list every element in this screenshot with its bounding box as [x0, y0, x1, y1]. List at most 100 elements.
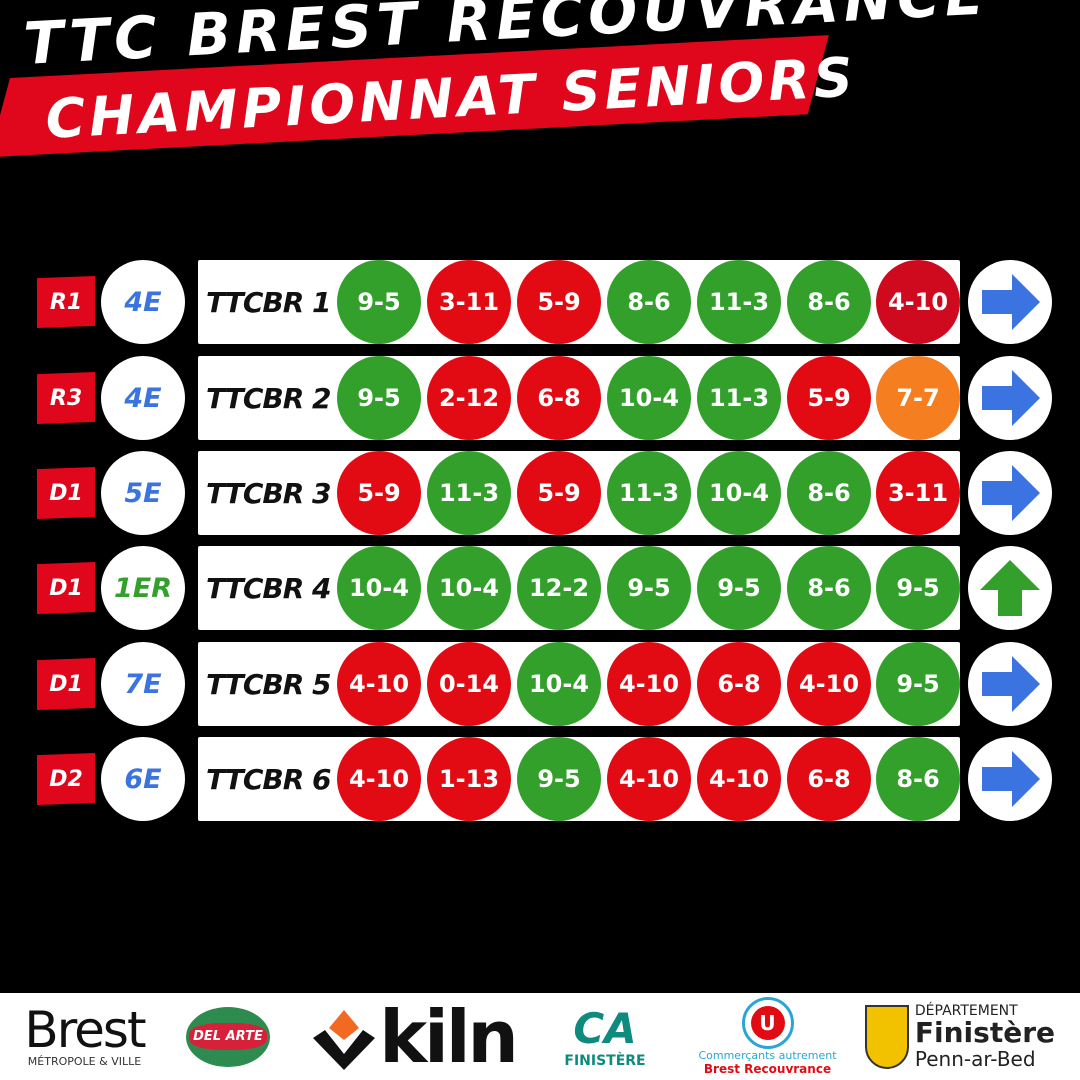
logo-u-text: U	[750, 1006, 785, 1040]
match-score-win: 11-3	[427, 451, 511, 535]
logo-delarte-text: DEL ARTE	[189, 1023, 267, 1050]
score-label: 11-3	[708, 288, 770, 316]
score-label: 12-2	[528, 574, 590, 602]
logo-kiln-text: kiln	[379, 994, 518, 1079]
team-name: TTCBR 3	[206, 476, 332, 510]
finistere-crest-icon	[865, 1004, 909, 1069]
score-label: 3-11	[438, 288, 500, 316]
rank-circle: 1ER	[101, 546, 185, 630]
match-score-win: 9-5	[607, 546, 691, 630]
match-score-win: 11-3	[607, 451, 691, 535]
match-score-win: 10-4	[337, 546, 421, 630]
match-score-loss: 5-9	[787, 356, 871, 440]
score-label: 9-5	[357, 384, 401, 412]
match-score-win: 8-6	[787, 546, 871, 630]
match-score-loss: 4-10	[876, 260, 960, 344]
score-label: 8-6	[807, 479, 851, 507]
score-label: 0-14	[438, 670, 500, 698]
team-name: TTCBR 4	[206, 571, 332, 605]
score-label: 9-5	[357, 288, 401, 316]
team-name: TTCBR 1	[206, 285, 332, 319]
logo-finistere-sub: Penn-ar-Bed	[914, 1046, 1036, 1071]
logo-brest: Brest MÉTROPOLE & VILLE	[12, 993, 157, 1080]
score-label: 9-5	[627, 574, 671, 602]
team-row: D1 7E TTCBR 5 4-10 0-14 10-4 4-10 6-8 4-10 9-5	[0, 641, 1080, 727]
rank-label: 1ER	[113, 572, 173, 604]
right-arrow-icon	[968, 642, 1052, 726]
match-score-win: 8-6	[787, 451, 871, 535]
score-label: 6-8	[807, 765, 851, 793]
logo-systeme-u: U Commerçants autrement Brest Recouvranc…	[690, 993, 845, 1080]
score-label: 6-8	[717, 670, 761, 698]
score-label: 5-9	[357, 479, 401, 507]
team-name: TTCBR 5	[206, 667, 332, 701]
score-label: 8-6	[896, 765, 940, 793]
logo-u-sub2: Brest Recouvrance	[703, 1062, 832, 1076]
division-badge: R3	[37, 372, 95, 424]
match-score-loss: 3-11	[876, 451, 960, 535]
score-label: 3-11	[887, 479, 949, 507]
match-score-win: 10-4	[427, 546, 511, 630]
score-label: 10-4	[708, 479, 770, 507]
match-score-loss: 3-11	[427, 260, 511, 344]
match-score-loss: 2-12	[427, 356, 511, 440]
team-row: R3 4E TTCBR 2 9-5 2-12 6-8 10-4 11-3 5-9 7-7	[0, 355, 1080, 441]
logo-ca-text: CA	[573, 1003, 637, 1053]
score-label: 4-10	[618, 765, 680, 793]
match-score-win: 9-5	[876, 546, 960, 630]
right-arrow-icon	[968, 451, 1052, 535]
match-score-win: 10-4	[607, 356, 691, 440]
score-label: 8-6	[807, 574, 851, 602]
rank-circle: 6E	[101, 737, 185, 821]
logo-finistere: DÉPARTEMENT Finistère Penn-ar-Bed	[865, 993, 1055, 1080]
match-score-win: 9-5	[337, 356, 421, 440]
score-label: 11-3	[708, 384, 770, 412]
team-name: TTCBR 2	[206, 381, 332, 415]
logo-finistere-top: DÉPARTEMENT	[914, 1002, 1018, 1019]
score-label: 10-4	[348, 574, 410, 602]
match-score-win: 10-4	[517, 642, 601, 726]
right-arrow-icon	[968, 260, 1052, 344]
score-label: 8-6	[807, 288, 851, 316]
match-score-loss: 5-9	[337, 451, 421, 535]
score-label: 10-4	[528, 670, 590, 698]
division-badge: D2	[37, 753, 95, 805]
score-label: 7-7	[896, 384, 940, 412]
rank-circle: 4E	[101, 260, 185, 344]
division-badge: D1	[37, 658, 95, 710]
match-score-draw: 7-7	[876, 356, 960, 440]
match-score-win: 8-6	[607, 260, 691, 344]
score-label: 11-3	[438, 479, 500, 507]
rank-label: 6E	[124, 763, 162, 795]
match-score-loss: 5-9	[517, 451, 601, 535]
team-row: D1 5E TTCBR 3 5-9 11-3 5-9 11-3 10-4 8-6 3-11	[0, 450, 1080, 536]
score-label: 4-10	[348, 670, 410, 698]
division-badge: R1	[37, 276, 95, 328]
team-row: D1 1ER TTCBR 4 10-4 10-4 12-2 9-5 9-5 8-6 9-5	[0, 545, 1080, 631]
score-label: 2-12	[438, 384, 500, 412]
rank-circle: 4E	[101, 356, 185, 440]
logo-kiln: kiln	[305, 993, 520, 1080]
sponsor-bar: Brest MÉTROPOLE & VILLE DEL ARTE kiln CA…	[0, 993, 1080, 1080]
match-score-loss: 4-10	[337, 642, 421, 726]
rank-circle: 7E	[101, 642, 185, 726]
score-label: 4-10	[887, 288, 949, 316]
score-label: 9-5	[896, 574, 940, 602]
match-score-loss: 1-13	[427, 737, 511, 821]
match-score-loss: 6-8	[787, 737, 871, 821]
match-score-loss: 4-10	[697, 737, 781, 821]
logo-credit-agricole: CA FINISTÈRE	[550, 993, 660, 1080]
score-label: 9-5	[896, 670, 940, 698]
logo-ca-sub: FINISTÈRE	[564, 1052, 646, 1069]
score-label: 8-6	[627, 288, 671, 316]
score-label: 4-10	[348, 765, 410, 793]
kiln-icon	[313, 1009, 376, 1070]
score-label: 9-5	[537, 765, 581, 793]
division-badge: D1	[37, 562, 95, 614]
match-score-loss: 4-10	[337, 737, 421, 821]
score-label: 4-10	[618, 670, 680, 698]
team-name: TTCBR 6	[206, 762, 332, 796]
rank-label: 5E	[124, 477, 162, 509]
match-score-win: 9-5	[337, 260, 421, 344]
score-label: 6-8	[537, 384, 581, 412]
